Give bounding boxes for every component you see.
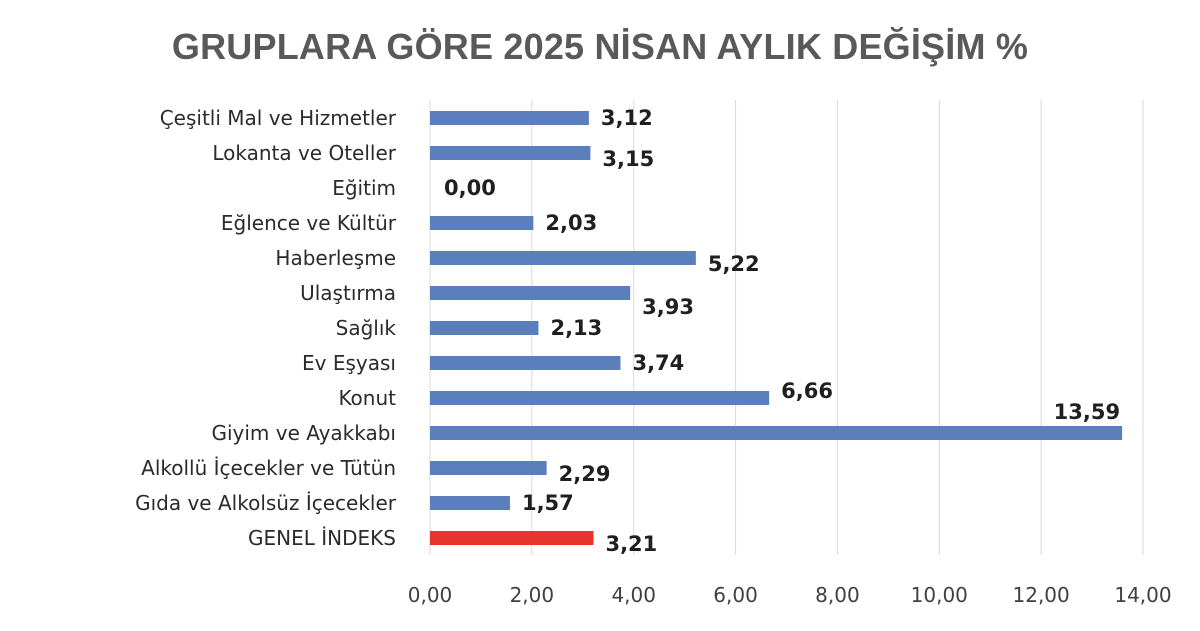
data-label: 3,15: [602, 147, 654, 171]
data-label: 1,57: [522, 491, 574, 515]
bar: [430, 356, 621, 370]
x-tick-label: 6,00: [713, 583, 758, 607]
data-label: 3,21: [605, 532, 657, 556]
category-label: Lokanta ve Oteller: [212, 141, 396, 165]
x-tick-label: 4,00: [611, 583, 656, 607]
data-label: 13,59: [1054, 400, 1120, 424]
bar: [430, 286, 631, 300]
data-label: 3,74: [632, 351, 684, 375]
bars: [430, 111, 1123, 545]
data-label: 5,22: [708, 252, 760, 276]
category-label: Gıda ve Alkolsüz İçecekler: [135, 491, 397, 515]
category-labels: Çeşitli Mal ve Hizmetler Lokanta ve Otell…: [135, 106, 397, 550]
category-label: Çeşitli Mal ve Hizmetler: [160, 106, 397, 130]
data-label: 6,66: [781, 379, 833, 403]
category-label: Ev Eşyası: [302, 351, 396, 375]
data-label: 2,03: [545, 211, 597, 235]
category-label: Sağlık: [336, 316, 397, 340]
data-label: 0,00: [444, 176, 496, 200]
bar: [430, 146, 591, 160]
bar: [430, 111, 589, 125]
category-label: Haberleşme: [275, 246, 396, 270]
bar: [430, 391, 770, 405]
x-tick-label: 2,00: [510, 583, 555, 607]
category-label: Eğlence ve Kültür: [221, 211, 397, 235]
data-label: 2,29: [559, 462, 611, 486]
chart-title: GRUPLARA GÖRE 2025 NİSAN AYLIK DEĞİŞİM %: [171, 26, 1029, 67]
bar: [430, 251, 696, 265]
category-label: Ulaştırma: [300, 281, 396, 305]
category-label: Giyim ve Ayakkabı: [211, 421, 396, 445]
bar: [430, 531, 594, 545]
bar: [430, 321, 539, 335]
value-labels: 3,12 3,15 0,00 2,03 5,22 3,93 2,13 3,74 6,66 13,5…: [444, 106, 1120, 556]
x-tick-label: 14,00: [1114, 583, 1171, 607]
category-label: GENEL İNDEKS: [248, 526, 396, 550]
bar: [430, 216, 534, 230]
data-label: 3,12: [601, 106, 653, 130]
category-label: Konut: [338, 386, 396, 410]
x-tick-label: 8,00: [815, 583, 860, 607]
bar: [430, 426, 1123, 440]
data-label: 2,13: [550, 316, 602, 340]
data-label: 3,93: [642, 295, 694, 319]
x-axis-ticks: 0,00 2,00 4,00 6,00 8,00 10,00 12,00 14,00: [408, 583, 1172, 607]
x-tick-label: 12,00: [1013, 583, 1070, 607]
x-tick-label: 0,00: [408, 583, 453, 607]
bar: [430, 496, 510, 510]
bar: [430, 461, 547, 475]
category-label: Eğitim: [332, 176, 396, 200]
x-tick-label: 10,00: [911, 583, 968, 607]
category-label: Alkollü İçecekler ve Tütün: [141, 456, 396, 480]
